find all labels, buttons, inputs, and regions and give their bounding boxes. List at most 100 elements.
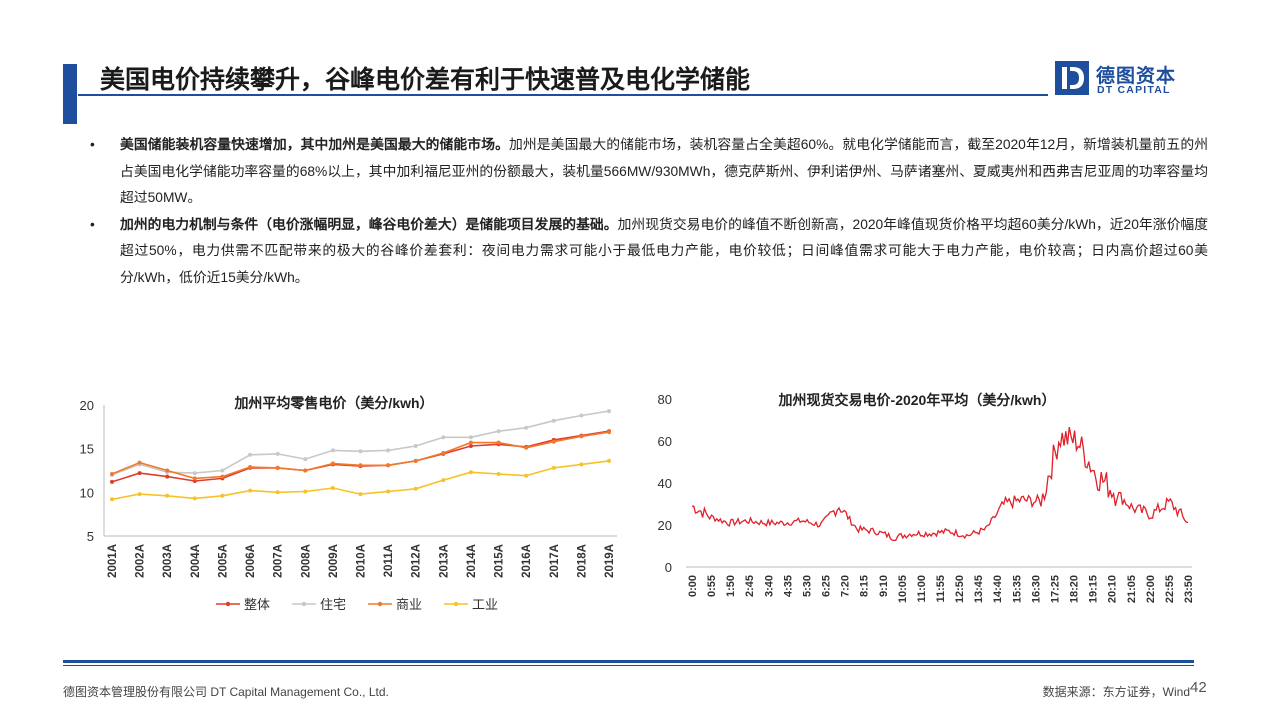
bullet-lead: 加州的电力机制与条件（电价涨幅明显，峰谷电价差大）是储能项目发展的基础。: [120, 216, 618, 232]
data-point: [330, 486, 335, 490]
data-point: [496, 472, 501, 476]
data-point: [551, 439, 556, 444]
title-accent-bar: [63, 64, 77, 124]
y-tick-label: 0: [665, 560, 672, 575]
data-point: [275, 465, 280, 470]
data-point: [165, 493, 170, 498]
bullet-item: • 美国储能装机容量快速增加，其中加州是美国最大的储能市场。加州是美国最大的储能…: [90, 132, 1208, 212]
y-tick-label: 40: [658, 476, 672, 491]
spot-price-chart-svg: 加州现货交易电价-2020年平均（美分/kwh） 80 60 40 20 0 0:00 0:5…: [658, 392, 1195, 603]
data-point: [468, 435, 473, 440]
x-tick-label: 2018A: [576, 544, 588, 578]
data-point: [496, 440, 501, 445]
x-tick-label: 0:55: [706, 575, 718, 597]
x-tick-label: 7:20: [840, 575, 852, 597]
legend-label: 住宅: [320, 597, 346, 612]
data-point: [524, 473, 529, 478]
x-tick-label: 20:10: [1107, 575, 1119, 603]
footer-source: 数据来源：东方证券，Wind: [1042, 685, 1190, 699]
y-tick-label: 15: [80, 442, 94, 457]
legend-marker: [301, 601, 307, 607]
data-point: [607, 430, 611, 435]
footer-company: 德图资本管理股份有限公司 DT Capital Management Co., …: [63, 685, 389, 699]
spot-price-chart: 加州现货交易电价-2020年平均（美分/kwh） 80 60 40 20 0 0:00 0:5…: [652, 372, 1207, 618]
retail-price-chart-svg: 加州平均零售电价（美分/kwh） 20 15 10 5 2001A 2002A 2003A 20…: [80, 395, 617, 612]
x-tick-label: 22:00: [1145, 575, 1157, 603]
data-point: [303, 489, 308, 494]
data-point: [303, 457, 308, 462]
series-line: [111, 430, 610, 483]
data-point: [220, 493, 225, 498]
x-tick-label: 2009A: [328, 544, 340, 578]
y-tick-label: 60: [658, 434, 672, 449]
x-tick-label: 9:10: [878, 575, 890, 597]
data-point: [607, 409, 611, 414]
x-tick-label: 6:25: [821, 575, 833, 597]
series-line: [691, 426, 1189, 542]
legend-marker: [377, 601, 383, 607]
x-tick-label: 2006A: [245, 544, 257, 578]
data-point: [579, 462, 584, 467]
x-tick-label: 2012A: [411, 544, 423, 578]
x-tick-label: 2:45: [744, 575, 756, 597]
footer-rule-thin: [63, 665, 1194, 666]
x-tick-label: 11:00: [916, 575, 928, 603]
x-tick-label: 23:50: [1183, 575, 1195, 603]
logo-name-en: DT CAPITAL: [1097, 84, 1171, 96]
data-point: [524, 445, 529, 450]
x-tick-label: 2003A: [162, 544, 174, 578]
data-point: [496, 429, 501, 434]
data-point: [468, 470, 473, 475]
x-tick-label: 0:00: [687, 575, 699, 597]
x-tick-label: 2002A: [135, 544, 147, 578]
bullet-marker: •: [90, 216, 95, 232]
x-tick-label: 2013A: [438, 544, 450, 578]
data-point: [248, 452, 253, 457]
x-tick-label: 14:40: [992, 575, 1004, 603]
x-tick-label: 2007A: [273, 544, 285, 578]
x-tick-label: 3:40: [763, 575, 775, 597]
data-point: [220, 474, 225, 479]
bullet-lead: 美国储能装机容量快速增加，其中加州是美国最大的储能市场。: [120, 137, 509, 152]
dt-logo-icon: [1055, 61, 1089, 95]
data-point: [413, 486, 418, 491]
data-point: [110, 479, 114, 484]
x-tick-label: 2004A: [190, 544, 202, 578]
title-underline: [78, 94, 1048, 96]
y-tick-label: 5: [87, 529, 94, 544]
x-tick-label: 2005A: [217, 544, 229, 578]
data-point: [330, 448, 335, 453]
legend-marker: [225, 601, 231, 607]
data-point: [413, 458, 418, 463]
legend-label: 商业: [396, 597, 422, 612]
x-tick-label: 15:35: [1011, 575, 1023, 603]
bullet-marker: •: [90, 137, 95, 152]
bullet-body: 加州现货交易电价的峰值不断创新高，2020年峰值现货价格平均超60美分/kWh，…: [120, 216, 1209, 285]
x-tick-label: 2016A: [521, 544, 533, 578]
data-point: [441, 435, 446, 440]
x-tick-label: 8:15: [859, 575, 871, 597]
data-point: [413, 444, 418, 448]
x-tick-label: 2008A: [300, 544, 312, 578]
retail-price-chart: 加州平均零售电价（美分/kwh） 20 15 10 5 2001A 2002A 2003A 20…: [64, 372, 624, 618]
data-point: [579, 413, 584, 418]
x-tick-label: 17:25: [1049, 575, 1061, 603]
data-point: [441, 478, 446, 483]
data-point: [137, 492, 142, 497]
series-line: [111, 431, 610, 480]
y-tick-label: 20: [80, 398, 94, 413]
data-point: [358, 463, 363, 468]
data-point: [192, 471, 197, 476]
logo-name-cn: 德图资本: [1096, 66, 1177, 87]
data-point: [165, 474, 170, 479]
legend-label: 整体: [244, 597, 270, 612]
x-tick-label: 2001A: [107, 544, 119, 578]
bullet-body: 加州是美国最大的储能市场，装机容量占全美超60%。就电化学储能而言，截至2020…: [120, 137, 1209, 205]
x-tick-label: 2014A: [466, 544, 478, 578]
x-tick-label: 19:15: [1088, 575, 1100, 603]
x-tick-label: 2017A: [549, 544, 561, 578]
data-point: [303, 468, 308, 473]
data-point: [248, 488, 253, 493]
x-tick-label: 18:20: [1069, 575, 1081, 603]
x-tick-label: 12:50: [954, 575, 966, 603]
